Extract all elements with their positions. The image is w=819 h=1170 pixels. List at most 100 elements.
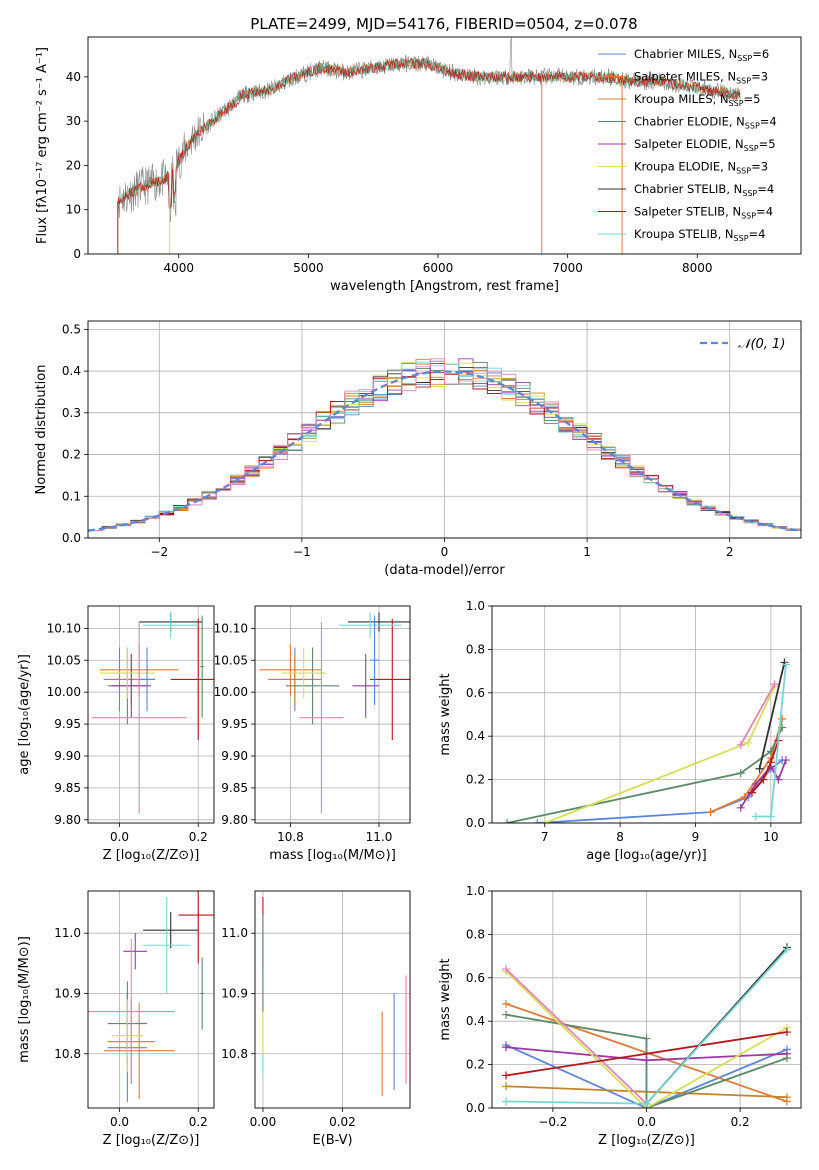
legend-entry-chabrier_elodie: Chabrier ELODIE, NSSP=4 — [634, 115, 777, 131]
weight-vs-z-plot-area — [502, 943, 791, 1108]
mass-vs-z-ytick-label: 10.8 — [54, 1047, 81, 1061]
age-vs-z-ytick-label: 9.85 — [54, 781, 81, 795]
legend-sub: SSP — [741, 212, 756, 221]
age-vs-mass-ytick-label: 10.00 — [214, 685, 248, 699]
legend-sub: SSP — [736, 77, 751, 86]
weight-vs-age-xtick-label: 9 — [692, 830, 700, 844]
residuals-ytick-label: 0.5 — [62, 322, 81, 336]
residuals-xtick-label: −1 — [293, 545, 311, 559]
age-vs-z-ytick-label: 10.00 — [47, 685, 81, 699]
age-vs-mass-panel: 10.8 11.0 9.80 9.85 9.90 9.95 10.00 10.05 10.10 m… — [214, 605, 411, 863]
gaussian-curve — [88, 370, 801, 532]
weight-vs-z-series-8 — [505, 1031, 788, 1077]
weight-vs-z-ytick-label: 0.0 — [466, 1101, 485, 1115]
legend-sub: SSP — [744, 144, 759, 153]
spectrum-ytick-label: 10 — [66, 203, 81, 217]
weight-vs-z-series-3 — [505, 1013, 788, 1108]
weight-vs-age-marker-3-4 — [781, 756, 790, 765]
weight-vs-age-xtick-label: 7 — [541, 830, 549, 844]
legend-label: Chabrier STELIB, N — [634, 182, 742, 196]
age-vs-z-ytick-label: 10.10 — [47, 621, 81, 635]
residuals-xtick-label: 2 — [726, 545, 734, 559]
age-vs-z-frame — [87, 605, 215, 824]
spectrum-model-line-salpeter_stelib — [117, 57, 741, 209]
legend-label: Salpeter MILES, N — [634, 70, 736, 84]
age-vs-mass-xtick-label: 10.8 — [277, 830, 304, 844]
legend-label: Kroupa STELIB, N — [634, 227, 734, 241]
mass-vs-ebv-panel: 0.00 0.02 10.8 10.9 11.0 E(B-V) — [221, 890, 411, 1148]
weight-vs-age-marker-1-3 — [778, 714, 787, 723]
weight-vs-age-xlabel: age [log₁₀(age/yr)] — [586, 848, 707, 863]
weight-vs-age-ytick-label: 0.0 — [466, 816, 485, 830]
weight-vs-age-marker-3-0 — [736, 803, 745, 812]
legend-sub: SSP — [737, 54, 752, 63]
legend-sub: SSP — [745, 122, 760, 131]
weight-vs-z-xtick-label: 0.2 — [731, 1115, 750, 1129]
mass-vs-ebv-xtick-label: 0.02 — [329, 1115, 356, 1129]
residuals-xtick-label: −2 — [150, 545, 168, 559]
weight-vs-age-series-5 — [739, 683, 776, 746]
legend-label: Chabrier MILES, N — [634, 47, 737, 61]
weight-vs-z-marker-9-1 — [642, 1099, 651, 1108]
legend-tail: =3 — [751, 160, 768, 174]
legend-label: Chabrier ELODIE, N — [634, 115, 745, 129]
age-vs-z-ylabel: age [log₁₀(age/yr)] — [17, 654, 32, 775]
weight-vs-z-xlabel: Z [log₁₀(Z/Z⊙)] — [598, 1133, 695, 1148]
age-vs-mass-ytick-label: 10.10 — [214, 621, 248, 635]
weight-vs-z-series-5 — [505, 970, 788, 1108]
weight-vs-age-marker-7-1 — [759, 775, 768, 784]
age-vs-z-xlabel: Z [log₁₀(Z/Z⊙)] — [103, 848, 200, 863]
residuals-ytick-label: 0.0 — [62, 531, 81, 545]
weight-vs-age-frame — [491, 605, 802, 824]
weight-vs-z-marker-4-1 — [642, 1056, 651, 1065]
mass-vs-ebv-frame — [254, 890, 411, 1109]
weight-vs-age-series-7 — [751, 740, 780, 794]
legend-tail: =4 — [749, 227, 766, 241]
weight-vs-age-ytick-label: 0.4 — [466, 729, 485, 743]
weight-vs-age-marker-4-1 — [744, 738, 753, 747]
age-vs-z-ytick-label: 9.90 — [54, 749, 81, 763]
weight-vs-z-marker-4-0 — [502, 1043, 511, 1052]
weight-vs-z-marker-8-1 — [782, 1028, 791, 1037]
weight-vs-z-series-6 — [505, 968, 648, 1105]
age-vs-z-xtick-label: 0.2 — [189, 830, 208, 844]
weight-vs-z-marker-9-0 — [502, 1097, 511, 1106]
spectrum-xtick-label: 6000 — [423, 261, 454, 275]
weight-vs-age-marker-8-2 — [781, 660, 790, 669]
age-vs-z-plot-area — [91, 612, 214, 814]
weight-vs-age-plot-area — [503, 658, 790, 823]
mass-vs-z-ylabel: mass [log₁₀(M/M⊙)] — [17, 936, 32, 1063]
age-vs-mass-plot-area — [259, 612, 410, 814]
age-vs-mass-xlabel: mass [log₁₀(M/M⊙)] — [269, 848, 396, 863]
age-vs-mass-frame — [254, 605, 411, 824]
weight-vs-age-marker-4-0 — [540, 819, 549, 823]
weight-vs-age-marker-1-0 — [706, 808, 715, 817]
weight-vs-z-ytick-label: 0.4 — [466, 1014, 485, 1028]
legend-entry-chabrier_stelib: Chabrier STELIB, NSSP=4 — [634, 182, 774, 198]
legend-sub: SSP — [729, 99, 744, 108]
spectrum-ytick-label: 30 — [66, 114, 81, 128]
mass-vs-ebv-xlabel: E(B-V) — [312, 1133, 352, 1148]
legend-label: Kroupa ELODIE, N — [634, 160, 736, 174]
residuals-ytick-label: 0.1 — [62, 489, 81, 503]
weight-vs-age-xtick-label: 10 — [763, 830, 778, 844]
residuals-xtick-label: 1 — [583, 545, 591, 559]
legend-label: Salpeter ELODIE, N — [634, 137, 744, 151]
legend-tail: =4 — [757, 182, 774, 196]
weight-vs-age-ytick-label: 0.2 — [466, 773, 485, 787]
mass-vs-z-xtick-label: 0.2 — [189, 1115, 208, 1129]
weight-vs-age-marker-0-0 — [533, 819, 542, 823]
age-vs-mass-ytick-label: 9.80 — [221, 813, 248, 827]
spectrum-xtick-label: 5000 — [293, 261, 324, 275]
spectrum-ytick-label: 0 — [73, 247, 81, 261]
weight-vs-age-panel: 7 8 9 10 0.0 0.2 0.4 0.6 0.8 1.0 age [log₁₀(age/yr… — [438, 599, 802, 863]
weight-vs-z-ytick-label: 0.2 — [466, 1058, 485, 1072]
weight-vs-age-marker-5-1 — [770, 680, 779, 689]
spectrum-ytick-label: 20 — [66, 158, 81, 172]
legend-entry-kroupa_stelib: Kroupa STELIB, NSSP=4 — [634, 227, 765, 243]
weight-vs-z-marker-8-0 — [502, 1071, 511, 1080]
weight-vs-z-marker-3-0 — [502, 1010, 511, 1019]
weight-vs-age-series-4 — [544, 685, 776, 823]
mass-vs-z-xlabel: Z [log₁₀(Z/Z⊙)] — [103, 1133, 200, 1148]
